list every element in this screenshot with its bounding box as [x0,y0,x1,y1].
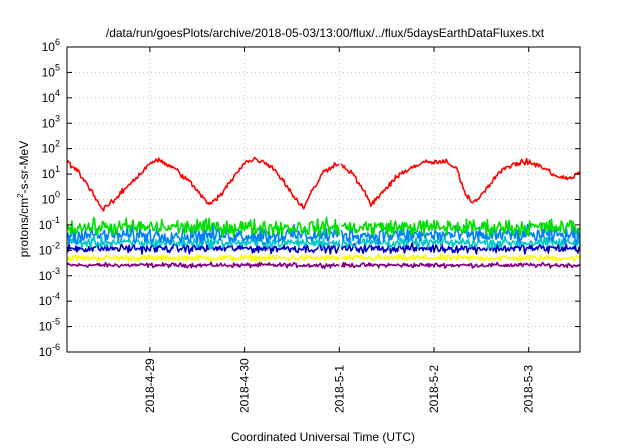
series-line [66,216,581,238]
y-tick-label: 102 [42,139,60,156]
y-tick-label: 10-4 [39,291,60,308]
x-tick-label: 2018-5-3 [522,365,536,413]
y-tick-label: 10-3 [39,266,60,283]
y-tick-label: 101 [42,164,60,181]
y-tick-label: 10-1 [39,215,60,232]
series-line [66,241,581,255]
y-axis-label: protons/cm2-s-sr-MeV [16,141,31,257]
y-tick-label: 106 [42,37,60,54]
y-tick-label: 104 [42,88,60,105]
x-ticks: 2018-4-29 2018-4-30 2018-5-1 2018-5-2 2018-5… [143,47,536,413]
x-tick-label: 2018-5-2 [427,365,441,413]
x-tick-label: 2018-4-29 [143,358,157,413]
x-tick-label: 2018-4-30 [238,358,252,413]
x-axis-label: Coordinated Universal Time (UTC) [231,430,415,444]
x-tick-label: 2018-5-1 [332,365,346,413]
y-tick-label: 10-6 [39,342,60,359]
series-line [66,235,581,250]
y-tick-label: 105 [42,62,60,79]
chart-title: /data/run/goesPlots/archive/2018-05-03/1… [106,26,545,40]
series-line [66,156,581,212]
y-ticks: 10-6 10-5 10-4 10-3 10-2 10-1 100 101 102 103 104 1… [39,37,580,359]
series-layer [66,156,581,270]
grid [67,47,580,352]
y-tick-label: 10-5 [39,317,60,334]
series-line [66,253,581,263]
y-tick-label: 100 [42,190,60,207]
y-tick-label: 103 [42,113,60,130]
y-tick-label: 10-2 [39,240,60,257]
series-line [66,261,581,270]
